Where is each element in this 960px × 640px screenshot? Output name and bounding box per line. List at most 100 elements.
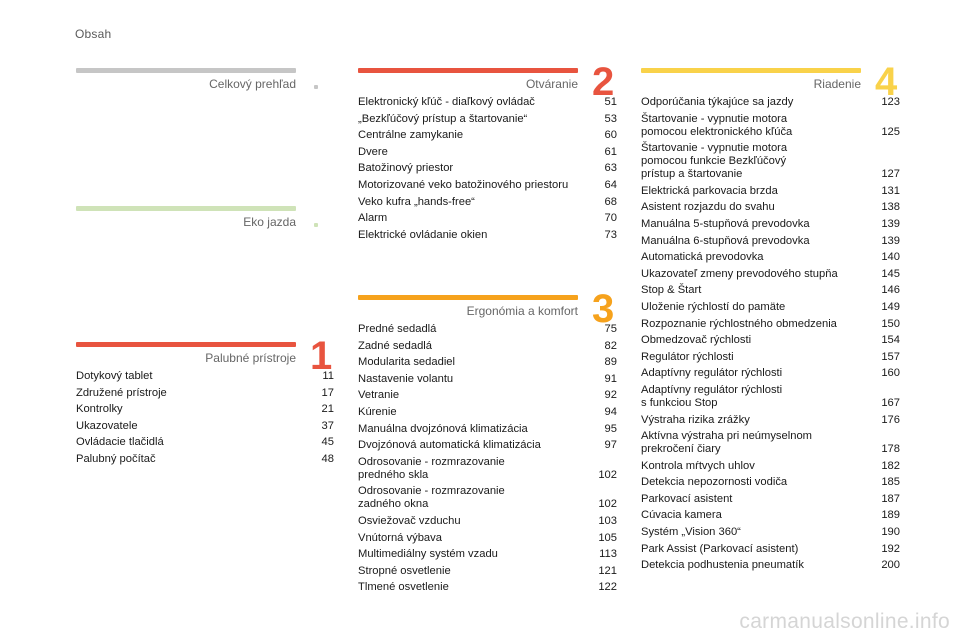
toc-entry[interactable]: Park Assist (Parkovací asistent) 192 xyxy=(641,543,900,556)
toc-entry-page: 37 xyxy=(321,419,334,432)
section-overview: Celkový prehľad xyxy=(76,68,296,92)
toc-entry[interactable]: Štartovanie - vypnutie motora pomocou el… xyxy=(641,113,900,139)
toc-entry[interactable]: „Bezkľúčový prístup a štartovanie“ 53 xyxy=(358,113,617,126)
section-eco-title[interactable]: Eko jazda xyxy=(243,215,296,229)
toc-entry-page: 146 xyxy=(881,284,900,297)
section-2-entries: Elektronický kľúč - diaľkový ovládač 51 „B… xyxy=(358,96,617,245)
toc-entry[interactable]: Dotykový tablet 11 xyxy=(76,370,334,383)
toc-entry[interactable]: Parkovací asistent 187 xyxy=(641,493,900,506)
toc-entry-page: 150 xyxy=(881,317,900,330)
toc-entry-title: Stop & Štart xyxy=(641,284,702,297)
toc-entry[interactable]: Cúvacia kamera 189 xyxy=(641,509,900,522)
toc-entry-page: 121 xyxy=(598,564,617,577)
toc-entry[interactable]: Manuálna dvojzónová klimatizácia 95 xyxy=(358,423,617,436)
toc-entry[interactable]: Ovládacie tlačidlá 45 xyxy=(76,436,334,449)
section-overview-title[interactable]: Celkový prehľad xyxy=(209,77,296,91)
toc-entry[interactable]: Stop & Štart 146 xyxy=(641,284,900,297)
toc-entry-title: Stropné osvetlenie xyxy=(358,564,451,577)
toc-entry[interactable]: Detekcia nepozornosti vodiča 185 xyxy=(641,476,900,489)
toc-entry-page: 178 xyxy=(881,443,900,456)
toc-entry-title: Multimediálny systém vzadu xyxy=(358,548,498,561)
toc-entry-page: 63 xyxy=(604,162,617,175)
toc-entry[interactable]: Elektrická parkovacia brzda 131 xyxy=(641,185,900,198)
section-3-bar xyxy=(358,295,578,300)
toc-entry[interactable]: Palubný počítač 48 xyxy=(76,453,334,466)
section-4-title[interactable]: Riadenie xyxy=(813,77,861,91)
toc-entry-page: 192 xyxy=(881,542,900,555)
toc-entry[interactable]: Regulátor rýchlosti 157 xyxy=(641,351,900,364)
toc-entry-page: 122 xyxy=(598,581,617,594)
toc-entry-page: 149 xyxy=(881,300,900,313)
section-2-number: 2 xyxy=(592,60,615,104)
toc-entry[interactable]: Tlmené osvetlenie 122 xyxy=(358,581,617,594)
toc-entry[interactable]: Rozpoznanie rýchlostného obmedzenia 150 xyxy=(641,318,900,331)
toc-entry[interactable]: Stropné osvetlenie 121 xyxy=(358,565,617,578)
toc-entry-title: Združené prístroje xyxy=(76,386,167,399)
toc-entry[interactable]: Batožinový priestor 63 xyxy=(358,162,617,175)
toc-entry[interactable]: Kontrolky 21 xyxy=(76,403,334,416)
section-3-title[interactable]: Ergonómia a komfort xyxy=(466,304,578,318)
section-2-title[interactable]: Otváranie xyxy=(525,77,578,91)
toc-entry[interactable]: Osviežovač vzduchu 103 xyxy=(358,515,617,528)
toc-entry[interactable]: Motorizované veko batožinového priestoru… xyxy=(358,179,617,192)
toc-entry[interactable]: Vetranie 92 xyxy=(358,389,617,402)
toc-entry-title: Aktívna výstraha pri neúmyselnom prekroč… xyxy=(641,430,812,456)
toc-entry[interactable]: Detekcia podhustenia pneumatík 200 xyxy=(641,559,900,572)
toc-entry[interactable]: Veko kufra „hands-free“ 68 xyxy=(358,196,617,209)
section-1-title[interactable]: Palubné prístroje xyxy=(205,351,296,365)
toc-entry[interactable]: Výstraha rizika zrážky 176 xyxy=(641,414,900,427)
toc-entry[interactable]: Systém „Vision 360“ 190 xyxy=(641,526,900,539)
toc-entry[interactable]: Ukazovatele 37 xyxy=(76,420,334,433)
toc-entry-page: 70 xyxy=(604,212,617,225)
toc-entry-title: Štartovanie - vypnutie motora pomocou fu… xyxy=(641,142,788,181)
toc-entry-title: Vetranie xyxy=(358,389,400,402)
toc-entry-title: Palubný počítač xyxy=(76,452,156,465)
toc-entry-page: 157 xyxy=(881,350,900,363)
section-1-number: 1 xyxy=(310,334,333,378)
toc-entry[interactable]: Modularita sedadiel 89 xyxy=(358,356,617,369)
section-2: Otváranie 2 Elektronický kľúč - diaľkový… xyxy=(358,62,617,268)
section-1-bar xyxy=(76,342,296,347)
toc-entry[interactable]: Aktívna výstraha pri neúmyselnom prekroč… xyxy=(641,430,900,456)
toc-entry[interactable]: Vnútorná výbava 105 xyxy=(358,532,617,545)
toc-entry[interactable]: Adaptívny regulátor rýchlosti s funkciou… xyxy=(641,384,900,410)
toc-entry[interactable]: Alarm 70 xyxy=(358,212,617,225)
toc-entry-page: 160 xyxy=(881,367,900,380)
toc-entry[interactable]: Odporúčania týkajúce sa jazdy 123 xyxy=(641,96,900,109)
toc-entry-page: 102 xyxy=(598,468,617,481)
toc-entry[interactable]: Asistent rozjazdu do svahu 138 xyxy=(641,201,900,214)
toc-entry-page: 17 xyxy=(321,386,334,399)
toc-entry-page: 61 xyxy=(604,145,617,158)
toc-entry[interactable]: Štartovanie - vypnutie motora pomocou fu… xyxy=(641,142,900,181)
toc-entry[interactable]: Manuálna 6-stupňová prevodovka 139 xyxy=(641,235,900,248)
toc-entry[interactable]: Združené prístroje 17 xyxy=(76,387,334,400)
toc-entry-title: Asistent rozjazdu do svahu xyxy=(641,201,775,214)
toc-entry[interactable]: Dvere 61 xyxy=(358,146,617,159)
toc-entry-page: 97 xyxy=(604,439,617,452)
toc-entry[interactable]: Ukazovateľ zmeny prevodového stupňa 145 xyxy=(641,268,900,281)
toc-entry[interactable]: Odrosovanie - rozmrazovanie predného skl… xyxy=(358,456,617,482)
toc-entry[interactable]: Elektronický kľúč - diaľkový ovládač 51 xyxy=(358,96,617,109)
toc-entry[interactable]: Elektrické ovládanie okien 73 xyxy=(358,229,617,242)
toc-entry[interactable]: Multimediálny systém vzadu 113 xyxy=(358,548,617,561)
toc-entry[interactable]: Kontrola mŕtvych uhlov 182 xyxy=(641,460,900,473)
toc-entry[interactable]: Centrálne zamykanie 60 xyxy=(358,129,617,142)
toc-entry[interactable]: Nastavenie volantu 91 xyxy=(358,373,617,386)
toc-entry[interactable]: Zadné sedadlá 82 xyxy=(358,340,617,353)
toc-entry-title: Kúrenie xyxy=(358,405,397,418)
toc-entry-page: 64 xyxy=(604,178,617,191)
toc-entry-page: 127 xyxy=(881,168,900,181)
toc-entry[interactable]: Adaptívny regulátor rýchlosti 160 xyxy=(641,367,900,380)
toc-entry[interactable]: Odrosovanie - rozmrazovanie zadného okna… xyxy=(358,485,617,511)
toc-entry[interactable]: Obmedzovač rýchlosti 154 xyxy=(641,334,900,347)
toc-entry[interactable]: Kúrenie 94 xyxy=(358,406,617,419)
toc-entry-title: Centrálne zamykanie xyxy=(358,129,464,142)
toc-entry[interactable]: Dvojzónová automatická klimatizácia 97 xyxy=(358,439,617,452)
toc-entry-page: 89 xyxy=(604,356,617,369)
toc-entry[interactable]: Manuálna 5-stupňová prevodovka 139 xyxy=(641,218,900,231)
toc-entry-page: 187 xyxy=(881,492,900,505)
toc-entry[interactable]: Automatická prevodovka 140 xyxy=(641,251,900,264)
toc-entry[interactable]: Predné sedadlá 75 xyxy=(358,323,617,336)
toc-entry-title: Štartovanie - vypnutie motora pomocou el… xyxy=(641,112,793,138)
toc-entry[interactable]: Uloženie rýchlostí do pamäte 149 xyxy=(641,301,900,314)
